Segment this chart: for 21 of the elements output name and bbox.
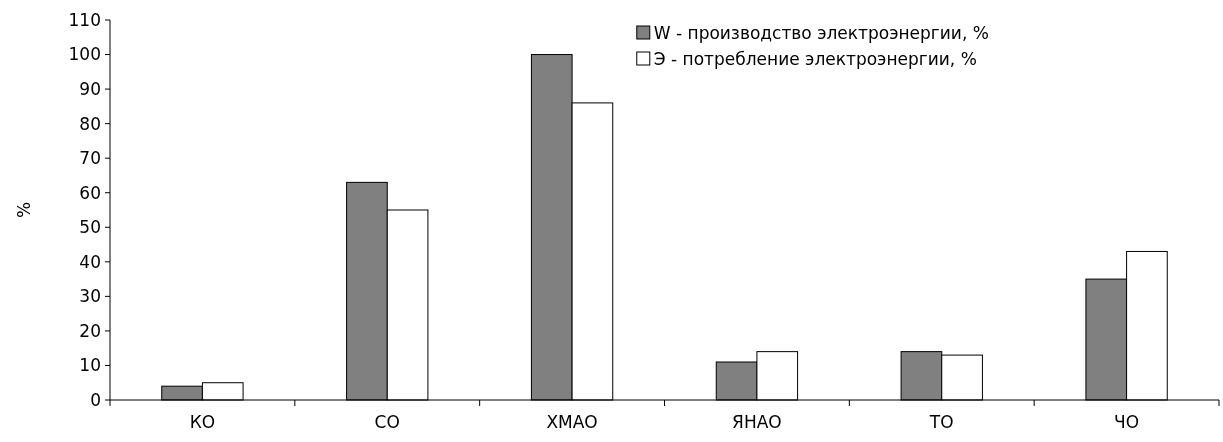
x-tick-label: ТО: [928, 412, 954, 432]
y-tick-label: 20: [79, 320, 101, 341]
x-tick-label: ХМАО: [546, 412, 598, 432]
y-tick-label: 70: [79, 148, 101, 169]
legend-label: W - производство электроэнергии, %: [653, 22, 989, 43]
y-tick-label: 80: [79, 113, 101, 134]
y-tick-label: 110: [68, 9, 101, 30]
y-axis-title: %: [14, 201, 34, 219]
y-tick-label: 10: [79, 355, 101, 376]
x-tick-label: КО: [189, 412, 216, 432]
x-tick-label: ЧО: [1114, 412, 1140, 432]
x-tick-label: СО: [374, 412, 400, 432]
y-tick-label: 40: [79, 251, 101, 272]
y-tick-label: 0: [90, 389, 101, 410]
y-tick-label: 60: [79, 182, 101, 203]
y-tick-label: 50: [79, 217, 101, 238]
x-tick-label: ЯНАО: [732, 412, 782, 432]
y-tick-label: 100: [68, 44, 101, 65]
y-tick-label: 90: [79, 79, 101, 100]
legend-label: Э - потребление электроэнергии, %: [653, 48, 977, 69]
y-tick-label: 30: [79, 286, 101, 307]
